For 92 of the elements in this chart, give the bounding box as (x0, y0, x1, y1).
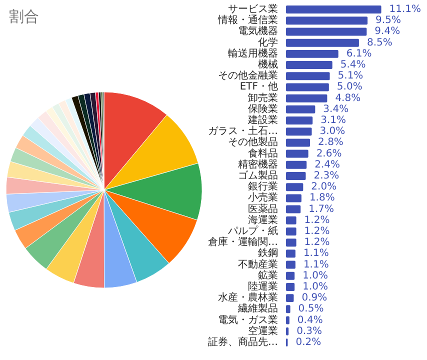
bar (286, 172, 306, 180)
data-label: 1.2% (304, 237, 330, 248)
bar (286, 316, 290, 324)
data-label: 8.5% (366, 37, 392, 48)
y-tick-label: 精密機器 (238, 158, 278, 170)
bar (286, 83, 329, 92)
bar (286, 238, 296, 247)
bar (286, 6, 382, 14)
y-tick-label: 機械 (258, 58, 278, 71)
data-label: 0.5% (298, 304, 324, 315)
data-label: 1.8% (309, 192, 335, 204)
y-tick-label: 建設業 (247, 114, 278, 126)
data-label: 2.4% (314, 159, 340, 170)
y-tick-label: 卸売業 (248, 92, 278, 104)
data-label: 0.2% (296, 336, 322, 348)
bar (286, 294, 294, 302)
bar (286, 282, 295, 291)
y-tick-label: 輸送用機器 (228, 47, 278, 60)
bar (286, 250, 296, 258)
y-tick-label: 化学 (258, 36, 278, 48)
data-label: 1.2% (304, 214, 330, 226)
data-label: 0.9% (302, 292, 328, 304)
y-tick-label: 電気・ガス業 (218, 314, 278, 326)
y-tick-label: ガラス・土石… (208, 125, 278, 138)
data-label: 2.3% (314, 170, 340, 182)
bar (286, 94, 328, 102)
bar (286, 160, 307, 169)
bar (286, 16, 368, 25)
bar (286, 260, 296, 269)
data-label: 1.7% (308, 204, 334, 215)
y-tick-label: その他金融業 (218, 70, 278, 82)
data-label: 0.3% (296, 326, 322, 337)
y-tick-label: 小売業 (248, 192, 278, 204)
y-tick-label: 水産・農林業 (218, 292, 278, 304)
data-label: 1.0% (302, 270, 328, 282)
y-tick-label: 電気機器 (238, 25, 278, 38)
y-tick-label: 鉄鋼 (258, 247, 278, 260)
data-label: 2.0% (311, 182, 337, 193)
bar (286, 150, 308, 158)
y-tick-label: 銀行業 (248, 180, 278, 193)
y-tick-label: 保険業 (248, 102, 278, 115)
bar (286, 138, 310, 147)
bar (286, 216, 296, 224)
y-tick-label: 繊維製品 (237, 302, 278, 315)
data-label: 1.2% (304, 226, 330, 237)
y-tick-label: ゴム製品 (238, 170, 278, 182)
bar (286, 50, 338, 58)
data-label: 5.4% (340, 60, 366, 71)
bar (286, 38, 359, 47)
y-tick-label: 証券、商品先… (208, 336, 278, 348)
bar (286, 28, 367, 36)
data-label: 11.1% (389, 4, 422, 16)
y-tick-label: サービス業 (228, 3, 278, 16)
data-label: 5.1% (338, 70, 364, 82)
data-label: 9.5% (376, 15, 401, 26)
bar (286, 305, 290, 314)
data-label: 5.0% (336, 82, 362, 93)
data-label: 1.0% (302, 281, 328, 292)
chart-title: 割合 (9, 8, 39, 26)
bar (286, 205, 301, 214)
y-tick-label: ETF・他 (240, 80, 278, 93)
bar (286, 183, 304, 192)
bar (286, 194, 302, 202)
y-tick-label: 食料品 (248, 147, 278, 160)
data-label: 0.4% (297, 314, 323, 326)
y-tick-label: 陸運業 (248, 280, 278, 292)
data-label: 6.1% (346, 48, 372, 60)
data-label: 2.8% (318, 137, 344, 148)
data-label: 3.0% (320, 126, 346, 138)
y-tick-label: 倉庫・運輸関… (208, 236, 278, 248)
bar (286, 61, 332, 70)
bar (286, 116, 313, 125)
data-label: 4.8% (335, 92, 361, 104)
y-tick-label: 空運業 (248, 324, 278, 337)
y-tick-label: 医薬品 (248, 202, 278, 215)
data-label: 1.1% (303, 259, 329, 270)
bar (286, 272, 295, 280)
y-tick-label: パルプ・紙 (227, 224, 278, 237)
data-label: 3.1% (320, 115, 346, 126)
data-label: 2.6% (316, 148, 342, 160)
data-label: 3.4% (323, 104, 349, 115)
data-label: 1.1% (303, 248, 329, 260)
bar (286, 128, 312, 136)
bar (286, 105, 316, 114)
y-tick-label: 海運業 (248, 214, 278, 226)
y-tick-label: 情報・通信業 (217, 14, 278, 26)
bar (286, 72, 330, 80)
y-tick-label: 鉱業 (258, 269, 278, 282)
y-tick-label: その他製品 (228, 136, 278, 148)
y-tick-label: 不動産業 (238, 258, 278, 270)
bar (286, 227, 296, 236)
data-label: 9.4% (374, 26, 400, 38)
